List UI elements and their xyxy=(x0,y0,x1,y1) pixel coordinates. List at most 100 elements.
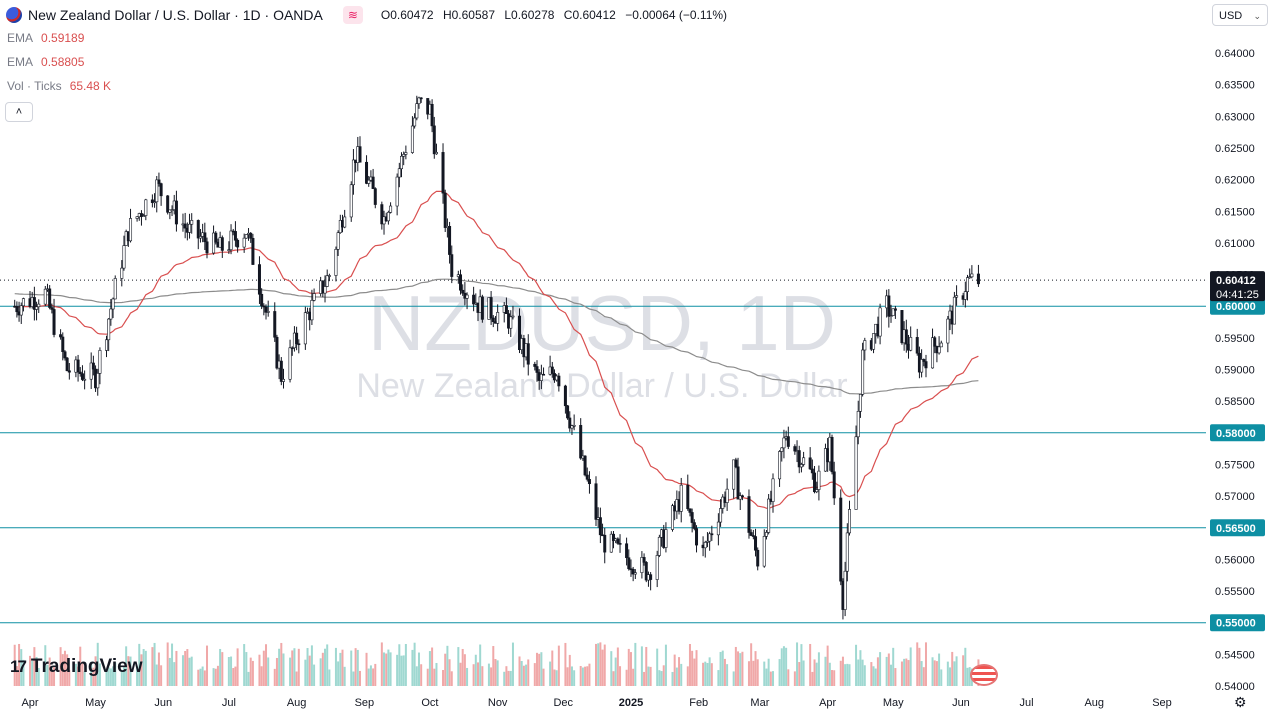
volume-bar xyxy=(828,662,831,686)
candle-body xyxy=(343,216,347,228)
candle-body xyxy=(764,532,768,537)
volume-bar xyxy=(415,666,418,686)
volume-bar xyxy=(704,661,707,686)
candles xyxy=(13,95,980,620)
candle-body xyxy=(887,295,891,317)
volume-bar xyxy=(77,666,80,686)
candle-body xyxy=(166,195,170,213)
volume-bar xyxy=(214,668,217,686)
candle-body xyxy=(762,536,766,567)
volume-bar xyxy=(785,647,788,686)
candle-body xyxy=(642,557,646,563)
volume-bar xyxy=(90,661,93,686)
candle-body xyxy=(572,425,576,427)
volume-bar xyxy=(487,663,490,686)
legend-ema-2[interactable]: EMA 0.58805 xyxy=(7,55,84,69)
volume-bar xyxy=(892,647,895,686)
candle-body xyxy=(810,468,814,474)
candle-body xyxy=(83,378,87,381)
candle-body xyxy=(922,359,926,362)
candle-body xyxy=(649,574,653,580)
candle-body xyxy=(863,340,867,351)
candle-body xyxy=(220,237,224,251)
candle-body xyxy=(443,192,447,228)
tradingview-logo[interactable]: 17 TradingView xyxy=(10,656,143,678)
volume-bar xyxy=(472,664,475,686)
volume-bar xyxy=(420,664,423,686)
volume-bar xyxy=(538,653,541,686)
volume-bar xyxy=(909,647,912,686)
y-tick-label: 0.61000 xyxy=(1215,238,1255,250)
volume-bar xyxy=(507,670,510,686)
symbol-watermark: NZDUSD, 1D New Zealand Dollar / U.S. Dol… xyxy=(356,279,847,405)
candle-body xyxy=(159,183,163,197)
volume-bar xyxy=(673,654,676,686)
price-tag-bg xyxy=(1210,297,1265,315)
volume-bar xyxy=(380,642,383,686)
volume-bar xyxy=(656,648,659,686)
volume-bar xyxy=(337,661,340,686)
volume-bar xyxy=(278,648,281,686)
candle-body xyxy=(716,521,720,536)
candle-body xyxy=(585,474,589,480)
volume-bar xyxy=(59,647,62,686)
price-tag-bg xyxy=(1210,519,1265,537)
candle-body xyxy=(404,152,408,155)
symbol-title[interactable]: New Zealand Dollar / U.S. Dollar · 1D · … xyxy=(28,7,323,23)
x-tick-label: Mar xyxy=(750,697,769,709)
volume-bar xyxy=(940,669,943,686)
candle-body xyxy=(21,298,25,307)
volume-bar xyxy=(293,648,296,686)
legend-ema-1[interactable]: EMA 0.59189 xyxy=(7,31,84,45)
volume-bar xyxy=(171,643,174,686)
candle-body xyxy=(413,117,417,127)
volume-bar xyxy=(350,650,353,686)
candle-body xyxy=(410,125,414,153)
currency-selector[interactable]: USD ⌄ xyxy=(1212,4,1268,26)
price-tag-text: 0.58000 xyxy=(1216,428,1256,440)
candle-body xyxy=(893,308,897,311)
candle-body xyxy=(754,536,758,551)
volume-bar xyxy=(490,667,493,686)
volume-bar xyxy=(319,658,322,686)
candle-body xyxy=(371,176,375,189)
legend-collapse-button[interactable]: ˄ xyxy=(5,102,33,122)
time-axis[interactable]: Apr May Jun Jul Aug Sep Oct Nov Dec 2025 Feb Mar Apr… xyxy=(21,697,1171,709)
volume-bar xyxy=(339,652,342,686)
volume-bar xyxy=(557,645,560,686)
candle-body xyxy=(631,568,635,575)
candle-body xyxy=(924,361,928,369)
candle-body xyxy=(170,209,174,211)
candle-body xyxy=(518,315,522,350)
volume-bar xyxy=(955,656,958,686)
volume-bar xyxy=(230,656,233,686)
us-flag-icon[interactable] xyxy=(970,664,998,686)
candle-body xyxy=(976,273,980,285)
volume-bar xyxy=(385,653,388,686)
candle-body xyxy=(563,385,567,407)
y-tick-label: 0.54500 xyxy=(1215,649,1255,661)
gear-icon[interactable]: ⚙ xyxy=(1234,694,1247,710)
candle-body xyxy=(288,347,292,380)
indicator-badge-icon[interactable]: ≋ xyxy=(342,6,363,24)
volume-bar xyxy=(33,647,36,686)
legend-ema-1-value: 0.59189 xyxy=(41,31,85,45)
candle-body xyxy=(952,296,956,325)
volume-bar xyxy=(428,651,431,686)
volume-bar xyxy=(619,666,622,686)
x-tick-label: Aug xyxy=(287,697,307,709)
legend-volume[interactable]: Vol · Ticks 65.48 K xyxy=(7,79,111,93)
volume-bar xyxy=(479,644,482,686)
price-tag-text: 0.60412 xyxy=(1216,275,1256,287)
volume-bar xyxy=(691,650,694,686)
volume-bar xyxy=(861,659,864,686)
volume-bar xyxy=(446,645,449,686)
price-axis[interactable]: 0.64000 0.63500 0.63000 0.62500 0.62000 0.615… xyxy=(1215,48,1255,693)
candle-body xyxy=(751,535,755,537)
candle-body xyxy=(465,294,469,299)
volume-bar xyxy=(125,646,128,686)
candle-body xyxy=(249,232,253,239)
candle-body xyxy=(402,154,406,157)
close-value: 0.60412 xyxy=(572,8,616,22)
